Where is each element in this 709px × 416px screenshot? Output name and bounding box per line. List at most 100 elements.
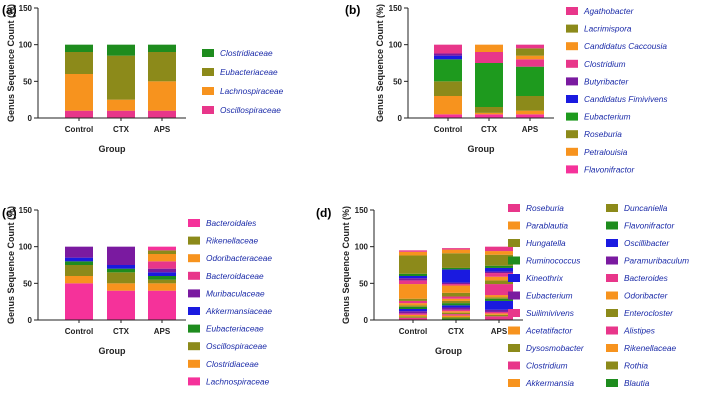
legend-label: Duncaniella	[624, 203, 668, 213]
legend-swatch	[508, 361, 520, 370]
legend-swatch	[202, 106, 214, 114]
panel-letter: (b)	[345, 3, 360, 17]
legend-swatch	[188, 324, 200, 333]
bar-segment	[434, 114, 462, 118]
bar-segment	[475, 112, 503, 115]
panel-letter: (a)	[2, 3, 17, 17]
legend-label: Lachnospiraceae	[220, 86, 284, 96]
legend-swatch	[566, 165, 578, 174]
legend-swatch	[508, 291, 520, 300]
legend-label: Eubacterium	[526, 291, 573, 301]
y-tick-label: 100	[19, 243, 33, 252]
legend-swatch	[202, 49, 214, 57]
legend-label: Oscillibacter	[624, 238, 670, 248]
legend-label: Bacteroidales	[206, 218, 256, 228]
legend-swatch	[202, 87, 214, 95]
y-tick-label: 0	[28, 316, 33, 325]
bar-segment	[399, 298, 427, 301]
bar-segment	[65, 261, 93, 265]
bar-segment	[442, 303, 470, 306]
y-axis-title: Genus Sequence Count (%)	[341, 206, 351, 324]
bar-segment	[516, 48, 544, 56]
y-axis-title: Genus Sequence Count (%)	[6, 206, 16, 324]
legend-swatch	[188, 377, 200, 386]
legend-swatch	[508, 239, 520, 247]
bar-segment	[442, 309, 470, 312]
bar-segment	[148, 81, 176, 111]
x-tick-label: Control	[65, 327, 93, 336]
bar-segment	[148, 279, 176, 284]
legend-swatch	[566, 147, 578, 156]
legend-label: Butyribacter	[584, 76, 630, 86]
legend-swatch	[508, 274, 520, 282]
bar-segment	[485, 300, 513, 310]
legend-swatch	[188, 289, 200, 298]
bar-segment	[65, 265, 93, 276]
bar-segment	[442, 307, 470, 310]
bar-segment	[442, 298, 470, 301]
bar-segment	[485, 276, 513, 281]
x-tick-label: APS	[154, 327, 171, 336]
legend-swatch	[606, 309, 618, 317]
bar-segment	[399, 305, 427, 307]
legend-swatch	[606, 291, 618, 300]
x-tick-label: APS	[491, 327, 508, 336]
y-tick-label: 100	[355, 243, 369, 252]
bar-segment	[485, 246, 513, 252]
bar-segment	[485, 280, 513, 285]
bar-segment	[442, 285, 470, 293]
y-axis-title: Genus Sequence Count (%)	[6, 4, 16, 122]
chart-panel-3: (c) 0 50 100 150 Control CTX APS Group Genus Sequ…	[2, 206, 272, 386]
bar-segment	[434, 96, 462, 115]
bar-segment	[485, 316, 513, 320]
bar-segment	[399, 280, 427, 285]
legend-swatch	[188, 342, 200, 351]
chart-panel-1: (a) 0 50 100 150 Control CTX APS Group Genus Sequ…	[2, 3, 284, 154]
legend-label: Parablautia	[526, 221, 568, 231]
legend-swatch	[188, 254, 200, 263]
bar-segment	[485, 314, 513, 317]
legend-label: Bacteroidaceae	[206, 271, 264, 281]
legend-swatch	[566, 130, 578, 139]
chart-panel-4: (d) 0 50 100 150 Control CTX APS Group Genus Sequ…	[316, 203, 689, 388]
legend-label: Oscillospiraceae	[220, 105, 281, 115]
legend-swatch	[188, 359, 200, 368]
legend-swatch	[606, 361, 618, 370]
legend-label: Eubacteriaceae	[220, 67, 278, 77]
legend-label: Rothia	[624, 361, 648, 371]
legend-swatch	[606, 239, 618, 247]
bar-segment	[442, 311, 470, 313]
legend-label: Roseburia	[526, 203, 564, 213]
legend-label: Muribaculaceae	[206, 288, 265, 298]
bar-segment	[475, 107, 503, 113]
bar-segment	[475, 114, 503, 118]
legend-label: Hungatella	[526, 238, 566, 248]
bar-segment	[516, 59, 544, 67]
bar-segment	[516, 66, 544, 96]
bar-segment	[399, 251, 427, 256]
x-tick-label: Control	[65, 125, 93, 134]
legend-label: Clostridiaceae	[220, 48, 273, 58]
legend-swatch	[606, 256, 618, 265]
legend-label: Flavonifractor	[624, 221, 675, 231]
x-tick-label: CTX	[113, 125, 130, 134]
legend-label: Ruminococcus	[526, 256, 580, 266]
bar-segment	[516, 114, 544, 118]
legend-swatch	[566, 7, 578, 15]
bar-segment	[485, 311, 513, 314]
bar-segment	[65, 246, 93, 258]
bar-segment	[399, 303, 427, 306]
bar-segment	[442, 248, 470, 250]
y-tick-label: 0	[28, 114, 33, 123]
bar-segment	[516, 96, 544, 111]
y-tick-label: 100	[19, 41, 33, 50]
bar-segment	[485, 298, 513, 301]
x-axis-title: Group	[435, 346, 462, 356]
legend-swatch	[508, 256, 520, 265]
bar-segment	[485, 251, 513, 255]
legend-swatch	[188, 219, 200, 227]
x-tick-label: Control	[399, 327, 427, 336]
legend-swatch	[606, 326, 618, 335]
bar-segment	[485, 267, 513, 272]
bar-segment	[485, 265, 513, 268]
